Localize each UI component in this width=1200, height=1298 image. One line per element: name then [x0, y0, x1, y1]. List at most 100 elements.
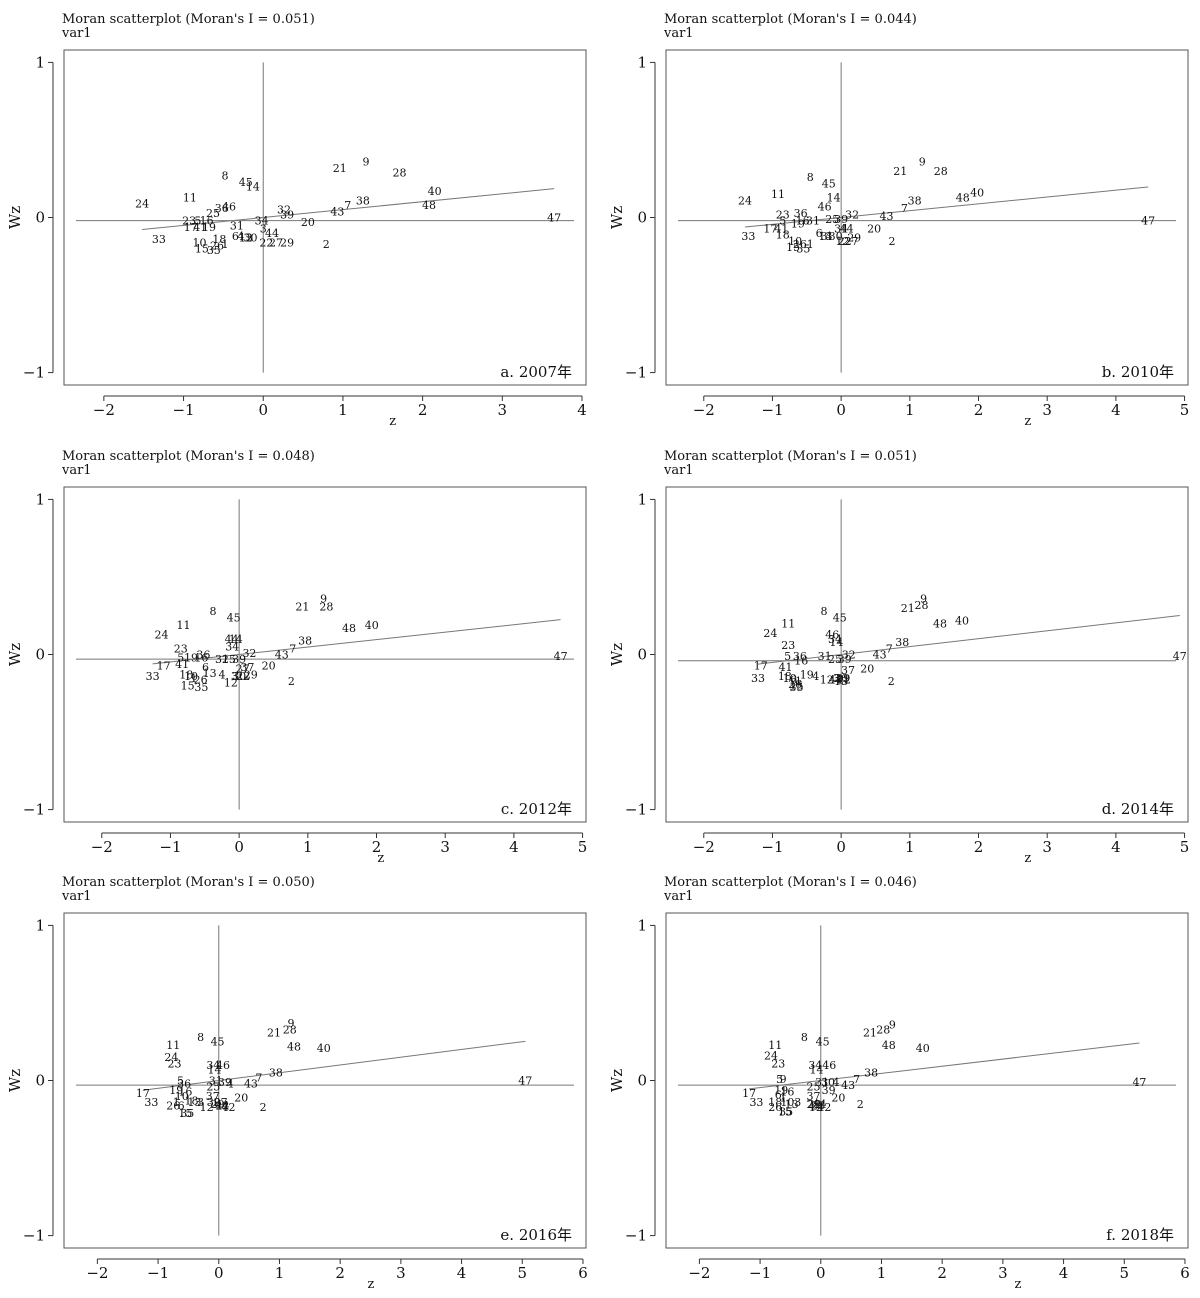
point-label: 38 — [356, 194, 370, 207]
point-label: 1 — [795, 675, 802, 688]
point-label: 17 — [754, 659, 768, 672]
point-label: 30 — [207, 1096, 221, 1109]
point-label: 18 — [184, 1095, 198, 1108]
point-label: 21 — [901, 602, 915, 615]
x-axis-label: z — [1024, 414, 1031, 429]
y-tick-label: 0 — [637, 1072, 647, 1090]
x-tick-label: −2 — [693, 401, 715, 419]
point-label: 44 — [225, 633, 239, 646]
point-label: 33 — [749, 1096, 763, 1109]
x-tick-label: −1 — [761, 401, 783, 419]
point-label: 19 — [791, 218, 805, 231]
point-label: 11 — [183, 191, 197, 204]
point-label: 13 — [834, 675, 848, 688]
point-label: 32 — [842, 649, 856, 662]
point-label: 13 — [785, 1098, 799, 1111]
y-tick-label: 0 — [35, 1072, 45, 1090]
x-tick-label: 1 — [338, 401, 348, 419]
point-label: 29 — [836, 672, 850, 685]
x-tick-label: 4 — [1111, 401, 1121, 419]
point-label: 5 — [779, 215, 786, 228]
point-label: 48 — [422, 199, 436, 212]
point-label: 7 — [853, 1073, 860, 1086]
x-tick-label: 2 — [974, 838, 984, 856]
point-label: 21 — [893, 165, 907, 178]
x-tick-label: 1 — [877, 1264, 887, 1282]
point-label: 12 — [820, 673, 834, 686]
point-label: 14 — [810, 1064, 824, 1077]
point-label: 9 — [919, 156, 926, 169]
y-tick-label: 1 — [35, 53, 45, 71]
point-label: 25 — [806, 1081, 820, 1094]
point-label: 11 — [768, 1039, 782, 1052]
panel-annotation: f. 2018年 — [1106, 1226, 1174, 1244]
point-label: 20 — [234, 1092, 248, 1105]
point-label: 17 — [763, 222, 777, 235]
chart-subtitle: var1 — [62, 889, 92, 904]
point-label: 1 — [190, 672, 197, 685]
point-label: 6 — [178, 1099, 185, 1112]
y-tick-label: −1 — [625, 1227, 647, 1245]
point-label: 33 — [152, 233, 166, 246]
point-label: 10 — [175, 1090, 189, 1103]
x-tick-label: −2 — [86, 1264, 108, 1282]
point-label: 9 — [780, 1073, 787, 1086]
point-label: 27 — [844, 235, 858, 248]
point-label: 30 — [232, 670, 246, 683]
point-label: 36 — [794, 207, 808, 220]
x-tick-label: 3 — [498, 401, 508, 419]
point-label: 46 — [825, 628, 839, 641]
point-label: 37 — [240, 661, 254, 674]
point-label: 13 — [818, 230, 832, 243]
point-label: 23 — [771, 1057, 785, 1070]
point-label: 32 — [845, 208, 859, 221]
x-tick-label: 5 — [1180, 401, 1190, 419]
point-label: 34 — [828, 633, 842, 646]
point-label: 32 — [242, 647, 256, 660]
point-label: 31 — [815, 1076, 829, 1089]
point-label: 48 — [287, 1040, 301, 1053]
moran-panel: Moran scatterplot (Moran's I = 0.051) var… — [602, 447, 1200, 872]
point-label: 8 — [801, 1031, 808, 1044]
point-label: 48 — [342, 622, 356, 635]
point-label: 36 — [215, 202, 229, 215]
point-label: 12 — [224, 676, 238, 689]
moran-panel: Moran scatterplot (Moran's I = 0.046) var… — [602, 873, 1200, 1298]
point-label: 39 — [834, 213, 848, 226]
point-label: 16 — [200, 215, 214, 228]
point-label: 3 — [197, 1096, 204, 1109]
point-label: 16 — [178, 1085, 192, 1098]
x-tick-label: 1 — [303, 838, 313, 856]
point-label: 30 — [834, 672, 848, 685]
point-label: 1 — [221, 238, 228, 251]
point-label: 23 — [167, 1057, 181, 1070]
point-label: 29 — [806, 1098, 820, 1111]
panel-annotation: e. 2016年 — [500, 1226, 572, 1244]
point-label: 20 — [831, 1092, 845, 1105]
moran-panel: Moran scatterplot (Moran's I = 0.048) var… — [0, 447, 598, 872]
point-label: 15 — [790, 680, 804, 693]
point-label: 38 — [269, 1067, 283, 1080]
point-label: 2 — [288, 675, 295, 688]
point-label: 45 — [227, 611, 241, 624]
point-label: 15 — [786, 241, 800, 254]
point-label: 15 — [181, 680, 195, 693]
point-label: 42 — [817, 1101, 831, 1114]
point-label: 46 — [222, 201, 236, 214]
x-tick-label: −1 — [159, 838, 181, 856]
point-label: 11 — [166, 1039, 180, 1052]
y-tick-label: 1 — [637, 53, 647, 71]
x-tick-label: 1 — [905, 401, 915, 419]
point-label: 32 — [277, 204, 291, 217]
point-label: 16 — [780, 1085, 794, 1098]
point-label: 7 — [344, 199, 351, 212]
point-label: 9 — [920, 593, 927, 606]
x-tick-label: 3 — [440, 838, 450, 856]
point-label: 47 — [518, 1075, 532, 1088]
point-label: 21 — [333, 162, 347, 175]
point-label: 33 — [146, 670, 160, 683]
x-tick-label: 4 — [1111, 838, 1121, 856]
point-label: 48 — [956, 191, 970, 204]
point-label: 19 — [169, 1084, 183, 1097]
